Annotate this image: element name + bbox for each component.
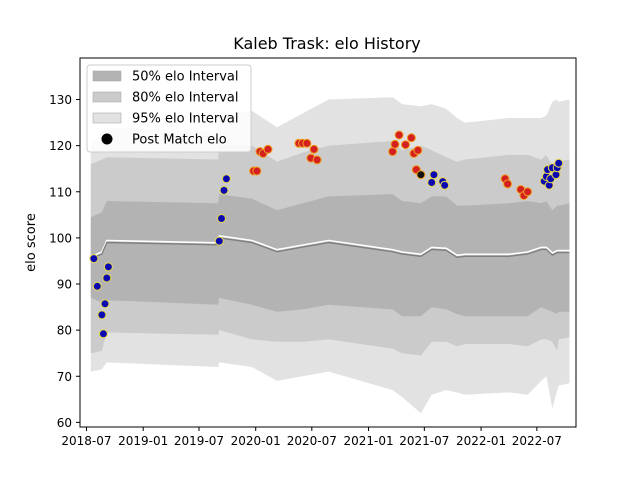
data-point	[103, 262, 113, 272]
data-point	[102, 273, 112, 283]
data-point	[440, 180, 450, 190]
y-axis-label: elo score	[24, 213, 39, 272]
data-point	[390, 139, 400, 149]
x-axis: 2018-07 2019-01 2019-07 2020-01 2020-07 2021-…	[61, 427, 562, 448]
legend-swatch	[92, 112, 122, 124]
legend-marker	[101, 133, 113, 145]
y-axis: 60 70 80 90 100 110 120 130	[49, 93, 80, 430]
y-tick-label: 110	[49, 185, 72, 199]
x-tick-label: 2018-07	[61, 434, 111, 448]
data-point	[302, 138, 312, 148]
x-tick-label: 2020-01	[231, 434, 281, 448]
x-tick-label: 2021-01	[343, 434, 393, 448]
data-point	[92, 281, 102, 291]
data-point	[523, 187, 533, 197]
data-point	[312, 155, 322, 165]
x-tick-label: 2019-07	[174, 434, 224, 448]
legend-label: 50% elo Interval	[132, 70, 239, 85]
y-tick-label: 60	[57, 416, 72, 430]
legend: 50% elo Interval 80% elo Interval 95% elo …	[86, 64, 252, 153]
data-point	[503, 179, 513, 189]
band-50	[90, 194, 570, 317]
post-match-points	[89, 130, 564, 339]
interval-bands	[90, 97, 570, 414]
x-tick-label: 2022-07	[512, 434, 562, 448]
data-point	[429, 170, 439, 180]
x-tick-label: 2021-07	[399, 434, 449, 448]
data-point	[413, 145, 423, 155]
data-point	[214, 236, 224, 246]
data-point	[221, 174, 231, 184]
data-point	[97, 310, 107, 320]
y-tick-label: 130	[49, 93, 72, 107]
data-point	[554, 158, 564, 168]
y-tick-label: 100	[49, 231, 72, 245]
legend-label: 80% elo Interval	[132, 91, 239, 106]
legend-swatch	[92, 91, 122, 103]
data-point	[416, 170, 426, 180]
data-point	[263, 144, 273, 154]
y-tick-label: 120	[49, 139, 72, 153]
plot-frame	[79, 57, 577, 428]
data-point	[252, 166, 262, 176]
legend-swatch	[92, 70, 122, 82]
legend-label: 95% elo Interval	[132, 112, 239, 127]
data-point	[219, 185, 229, 195]
data-point	[427, 178, 437, 187]
x-tick-label: 2022-01	[456, 434, 506, 448]
x-tick-label: 2020-07	[287, 434, 337, 448]
data-point	[217, 214, 226, 223]
y-tick-label: 80	[57, 324, 72, 338]
data-point	[309, 144, 319, 154]
y-tick-label: 70	[57, 370, 72, 384]
legend-label: Post Match elo	[132, 133, 227, 148]
data-point	[100, 299, 110, 309]
y-tick-label: 90	[57, 278, 72, 292]
x-tick-label: 2019-01	[118, 434, 168, 448]
data-point	[406, 133, 416, 143]
legend-box	[86, 64, 252, 153]
data-point	[401, 140, 410, 150]
data-point	[388, 147, 398, 157]
data-point	[394, 130, 404, 140]
chart-title: Kaleb Trask: elo History	[233, 34, 421, 53]
data-point	[89, 254, 99, 264]
data-point	[98, 329, 108, 339]
